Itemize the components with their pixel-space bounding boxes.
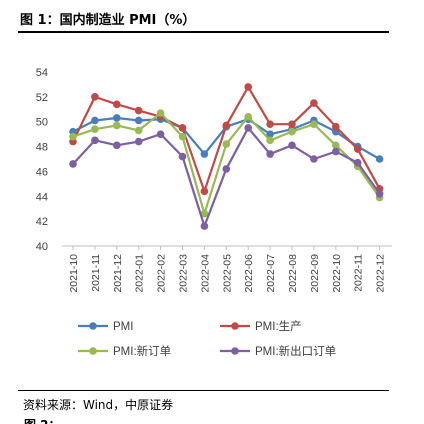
data-point-series-1 bbox=[266, 130, 274, 138]
data-point-series-2 bbox=[353, 145, 362, 153]
legend-label: PMI:生产 bbox=[255, 319, 302, 333]
data-point-series-2 bbox=[310, 99, 318, 107]
data-point-series-2 bbox=[288, 120, 296, 128]
legend-swatch-marker bbox=[231, 322, 239, 330]
data-point-series-2 bbox=[266, 120, 274, 128]
x-tick-label: 2022-03 bbox=[178, 254, 190, 293]
data-point-series-4 bbox=[375, 190, 384, 198]
data-point-series-4 bbox=[69, 160, 77, 168]
data-point-series-3 bbox=[134, 126, 143, 135]
legend-swatch-marker bbox=[89, 322, 97, 330]
data-point-series-3 bbox=[156, 109, 165, 117]
title-rule bbox=[18, 31, 389, 33]
x-tick-label: 2022-07 bbox=[265, 254, 277, 293]
data-point-series-2 bbox=[91, 93, 99, 101]
data-point-series-2 bbox=[222, 121, 231, 130]
data-point-series-3 bbox=[310, 120, 318, 128]
data-point-series-1 bbox=[134, 116, 143, 125]
next-caption-fragment: 图 2： bbox=[18, 418, 288, 424]
data-point-series-2 bbox=[178, 124, 187, 132]
data-point-series-4 bbox=[332, 147, 340, 156]
legend-item: PMI:生产 bbox=[220, 319, 302, 333]
x-tick-label: 2021-12 bbox=[112, 254, 124, 293]
legend-label: PMI:新出口订单 bbox=[255, 344, 336, 358]
data-point-series-3 bbox=[266, 136, 274, 145]
x-tick-label: 2022-10 bbox=[331, 254, 343, 293]
data-point-series-2 bbox=[200, 187, 209, 196]
y-tick-label: 42 bbox=[36, 216, 48, 228]
legend-item: PMI bbox=[78, 321, 133, 333]
data-point-series-4 bbox=[310, 155, 318, 163]
x-tick-label: 2022-12 bbox=[375, 254, 387, 293]
data-point-series-1 bbox=[91, 116, 99, 125]
data-point-series-3 bbox=[178, 132, 187, 141]
source-note: 资料来源：Wind，中原证券 bbox=[23, 398, 174, 412]
data-point-series-1 bbox=[113, 114, 121, 122]
footer-rule bbox=[18, 390, 389, 391]
y-tick-label: 50 bbox=[36, 117, 48, 129]
y-tick-label: 52 bbox=[36, 92, 48, 104]
data-point-series-2 bbox=[134, 106, 143, 115]
data-point-series-3 bbox=[332, 141, 340, 150]
data-point-series-3 bbox=[113, 121, 121, 130]
data-point-series-2 bbox=[332, 122, 340, 131]
x-tick-label: 2022-02 bbox=[156, 254, 168, 293]
data-point-series-2 bbox=[113, 100, 121, 109]
page-title: 图 1：国内制造业 PMI（%） bbox=[20, 13, 196, 28]
y-tick-label: 40 bbox=[36, 241, 48, 253]
data-point-series-1 bbox=[375, 155, 384, 163]
data-point-series-3 bbox=[288, 127, 296, 136]
legend-item: PMI:新出口订单 bbox=[220, 344, 336, 358]
data-point-series-4 bbox=[156, 130, 165, 138]
data-point-series-3 bbox=[69, 132, 77, 141]
y-tick-label: 44 bbox=[36, 191, 48, 203]
data-point-series-1 bbox=[200, 150, 209, 158]
y-tick-label: 54 bbox=[36, 67, 48, 79]
legend-label: PMI:新订单 bbox=[113, 344, 171, 358]
legend-item: PMI:新订单 bbox=[78, 344, 171, 358]
data-point-series-4 bbox=[222, 165, 231, 173]
data-point-series-4 bbox=[113, 141, 121, 150]
data-point-series-3 bbox=[91, 125, 99, 133]
data-point-series-4 bbox=[266, 150, 274, 158]
data-point-series-4 bbox=[91, 136, 99, 145]
x-tick-label: 2022-05 bbox=[221, 254, 233, 293]
legend-label: PMI bbox=[113, 321, 133, 333]
data-point-series-3 bbox=[222, 140, 231, 148]
data-point-series-4 bbox=[200, 222, 209, 230]
y-tick-label: 48 bbox=[36, 142, 48, 154]
x-tick-label: 2022-01 bbox=[134, 254, 146, 293]
x-tick-label: 2022-06 bbox=[243, 254, 255, 293]
data-point-series-4 bbox=[134, 137, 143, 146]
data-point-series-3 bbox=[244, 112, 252, 121]
x-tick-label: 2022-04 bbox=[199, 254, 211, 293]
x-tick-label: 2021-10 bbox=[68, 254, 80, 293]
data-point-series-4 bbox=[353, 158, 362, 167]
y-tick-label: 46 bbox=[36, 166, 48, 178]
data-point-series-4 bbox=[178, 152, 187, 161]
data-point-series-4 bbox=[288, 141, 296, 150]
x-tick-label: 2022-11 bbox=[353, 254, 365, 292]
x-tick-label: 2021-11 bbox=[90, 254, 102, 292]
legend-swatch-marker bbox=[231, 347, 239, 355]
data-point-series-4 bbox=[244, 124, 252, 132]
x-tick-label: 2022-08 bbox=[287, 254, 299, 293]
data-point-series-2 bbox=[244, 83, 252, 91]
legend-swatch-marker bbox=[89, 347, 97, 355]
x-tick-label: 2022-09 bbox=[309, 254, 321, 293]
data-point-series-3 bbox=[200, 209, 209, 218]
